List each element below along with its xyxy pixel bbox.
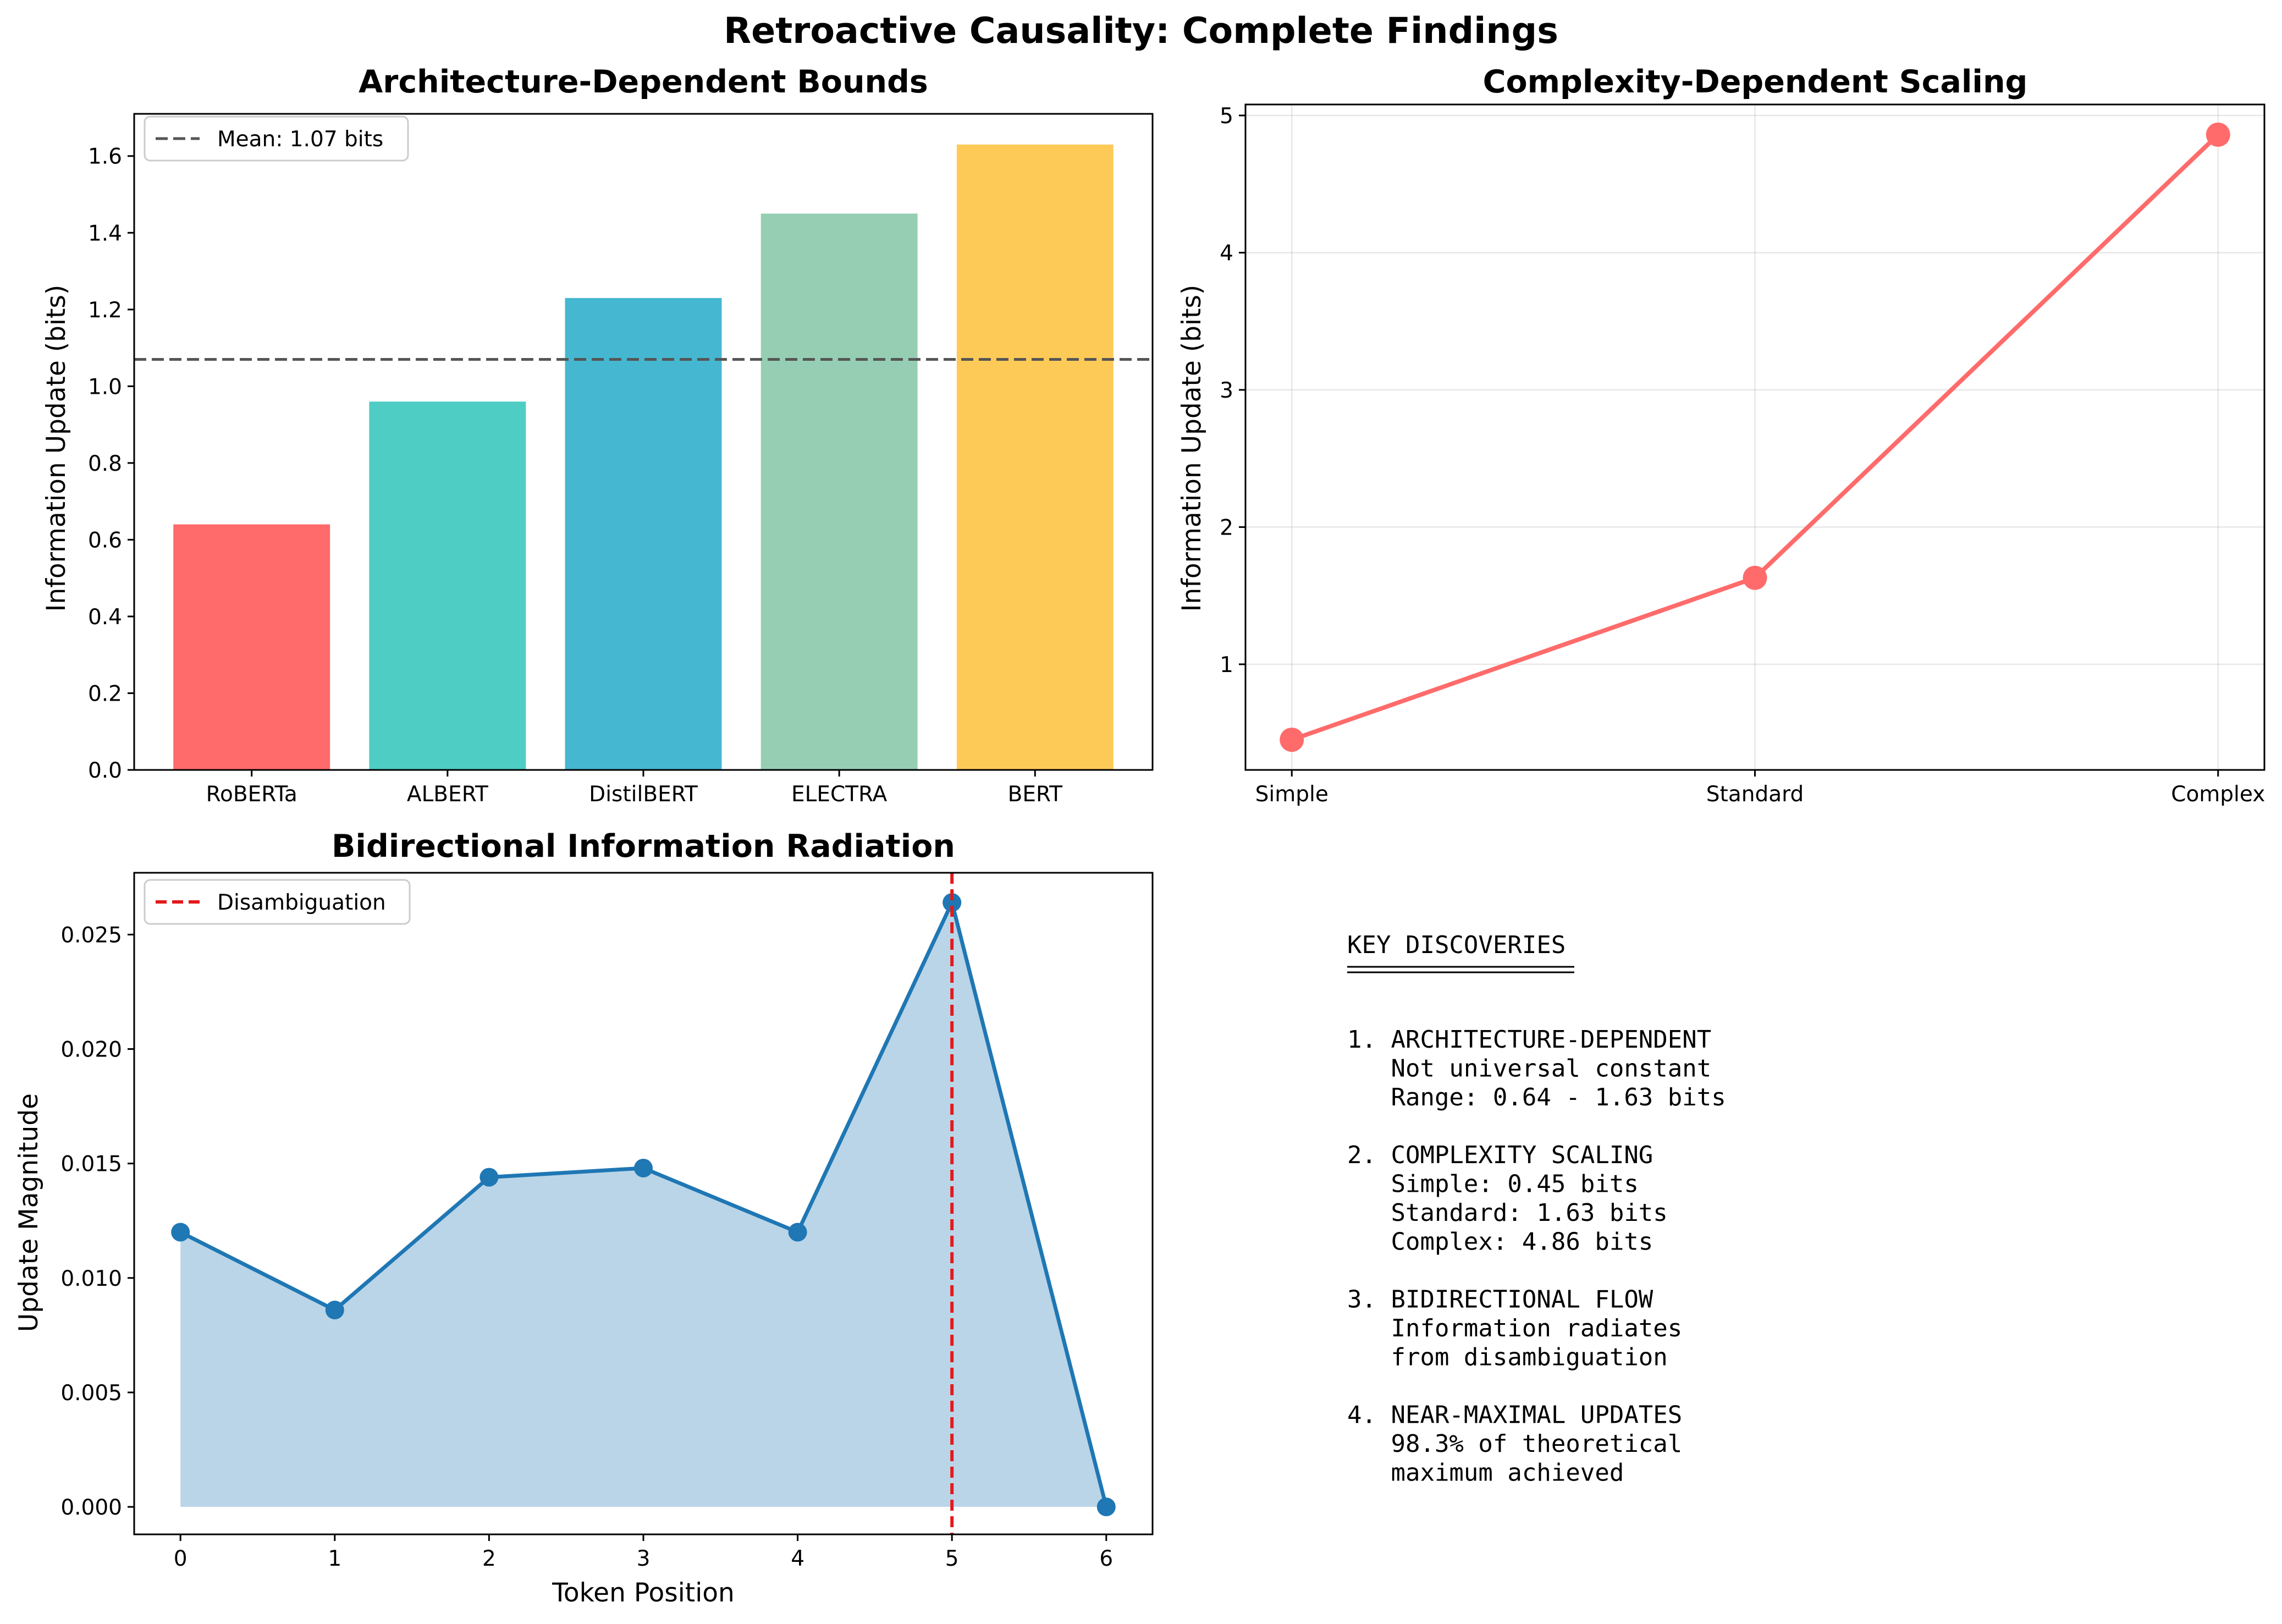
point-token-3: [634, 1158, 653, 1177]
x-tick-label: 6: [1099, 1546, 1113, 1571]
radiation-area-fill: [180, 902, 1106, 1507]
x-tick-label: 5: [945, 1546, 959, 1571]
line-chart-title: Complexity-Dependent Scaling: [1483, 64, 2028, 100]
y-tick-label: 1.6: [88, 145, 122, 169]
y-tick-label: 0.4: [88, 605, 122, 630]
point-token-4: [788, 1223, 807, 1242]
point-token-5: [942, 893, 962, 912]
y-tick-label: 0.015: [60, 1152, 122, 1177]
area-chart-x-axis-label: Token Position: [552, 1578, 735, 1608]
x-tick-label: ELECTRA: [791, 782, 888, 807]
y-tick-label: 1: [1220, 653, 1233, 678]
legend-box: [144, 879, 411, 925]
y-tick-label: 1.4: [88, 221, 122, 246]
legend-mean-label: Mean: 1.07 bits: [217, 127, 383, 152]
key-discovery-line: Information radiates: [1347, 1314, 1682, 1342]
point-complex: [2206, 122, 2230, 147]
point-token-2: [479, 1168, 499, 1187]
y-tick-label: 4: [1220, 241, 1233, 266]
y-tick-label: 0.000: [60, 1495, 122, 1520]
y-tick-label: 0.6: [88, 528, 122, 553]
key-discoveries-panel: KEY DISCOVERIES 1. ARCHITECTURE-DEPENDEN…: [1347, 931, 1726, 1487]
y-tick-label: 1.2: [88, 298, 122, 323]
area-chart-y-axis-label: Update Magnitude: [14, 1093, 44, 1332]
bar-bert: [956, 144, 1114, 770]
key-discovery-line: 3. BIDIRECTIONAL FLOW: [1347, 1286, 1653, 1314]
y-tick-label: 3: [1220, 378, 1233, 403]
key-discovery-line: 1. ARCHITECTURE-DEPENDENT: [1347, 1026, 1711, 1054]
x-tick-label: 0: [174, 1546, 188, 1571]
point-simple: [1280, 728, 1304, 752]
y-tick-label: 0.2: [88, 681, 122, 706]
complexity-line-chart: Complexity-Dependent Scaling 1 2 3 4 5 Simple…: [1177, 64, 2266, 807]
bar-roberta: [173, 524, 330, 770]
x-tick-label: 3: [637, 1546, 651, 1571]
y-tick-label: 5: [1220, 104, 1233, 129]
point-standard: [1743, 565, 1767, 590]
x-tick-label: ALBERT: [407, 782, 488, 807]
key-discovery-line: maximum achieved: [1347, 1459, 1624, 1487]
x-tick-label: BERT: [1008, 782, 1063, 807]
x-tick-label: 2: [482, 1546, 496, 1571]
bar-chart-title: Architecture-Dependent Bounds: [359, 64, 928, 100]
x-tick-label: 4: [791, 1546, 804, 1571]
key-discovery-line: 98.3% of theoretical: [1347, 1430, 1682, 1458]
bar-chart-plot-area: 0.0 0.2 0.4 0.6 0.8 1.0 1.2 1.4 1.6 RoBERTa ALBERT…: [88, 113, 1154, 807]
y-tick-label: 0.005: [60, 1381, 122, 1406]
y-tick-label: 2: [1220, 515, 1233, 540]
key-discovery-line: Not universal constant: [1347, 1055, 1711, 1083]
area-chart-legend: Disambiguation: [144, 879, 411, 925]
key-discovery-line: 2. COMPLEXITY SCALING: [1347, 1141, 1653, 1169]
line-chart-plot-area: 1 2 3 4 5 Simple Standard Complex: [1220, 103, 2266, 807]
bar-chart-y-axis-label: Information Update (bits): [41, 285, 71, 612]
legend-disambiguation-label: Disambiguation: [217, 890, 386, 915]
architecture-bar-chart: Architecture-Dependent Bounds 0.00.20.40…: [41, 64, 1154, 807]
point-token-6: [1096, 1498, 1116, 1517]
key-discovery-line: Simple: 0.45 bits: [1347, 1170, 1639, 1198]
bar-chart-legend: Mean: 1.07 bits: [144, 115, 409, 162]
key-discovery-line: Complex: 4.86 bits: [1347, 1228, 1653, 1256]
y-tick-label: 0.8: [88, 452, 122, 476]
key-discovery-line: Standard: 1.63 bits: [1347, 1199, 1668, 1227]
bar-electra: [760, 213, 918, 770]
area-chart-plot-area: 0.000 0.005 0.010 0.015 0.020 0.025 0 1 2 3 4 5 6 Dis…: [60, 872, 1154, 1571]
x-tick-label: Simple: [1255, 782, 1329, 807]
line-chart-y-axis-label: Information Update (bits): [1177, 285, 1207, 612]
legend-box: [144, 115, 409, 162]
y-tick-label: 1.0: [88, 375, 122, 399]
x-tick-label: DistilBERT: [589, 782, 698, 807]
bar-albert: [369, 401, 526, 770]
radiation-area-chart: Bidirectional Information Radiation 0.00…: [14, 828, 1154, 1608]
x-tick-label: 1: [328, 1546, 341, 1571]
x-tick-label: Complex: [2171, 782, 2265, 807]
key-discovery-line: from disambiguation: [1347, 1344, 1668, 1372]
y-tick-label: 0.025: [60, 923, 122, 948]
y-tick-label: 0.0: [88, 758, 122, 783]
y-tick-label: 0.010: [60, 1267, 122, 1291]
key-discoveries-list: 1. ARCHITECTURE-DEPENDENT Not universal …: [1347, 1026, 1726, 1487]
x-tick-label: RoBERTa: [206, 782, 297, 807]
key-discoveries-heading: KEY DISCOVERIES: [1347, 931, 1566, 959]
y-tick-label: 0.020: [60, 1038, 122, 1063]
key-discovery-line: 4. NEAR-MAXIMAL UPDATES: [1347, 1401, 1682, 1429]
bar-distilbert: [565, 298, 722, 770]
area-chart-title: Bidirectional Information Radiation: [332, 828, 955, 865]
figure-title: Retroactive Causality: Complete Findings: [724, 10, 1558, 52]
key-discovery-line: Range: 0.64 - 1.63 bits: [1347, 1083, 1726, 1111]
x-tick-label: Standard: [1706, 782, 1804, 807]
point-token-1: [325, 1301, 344, 1320]
point-token-0: [171, 1223, 190, 1242]
